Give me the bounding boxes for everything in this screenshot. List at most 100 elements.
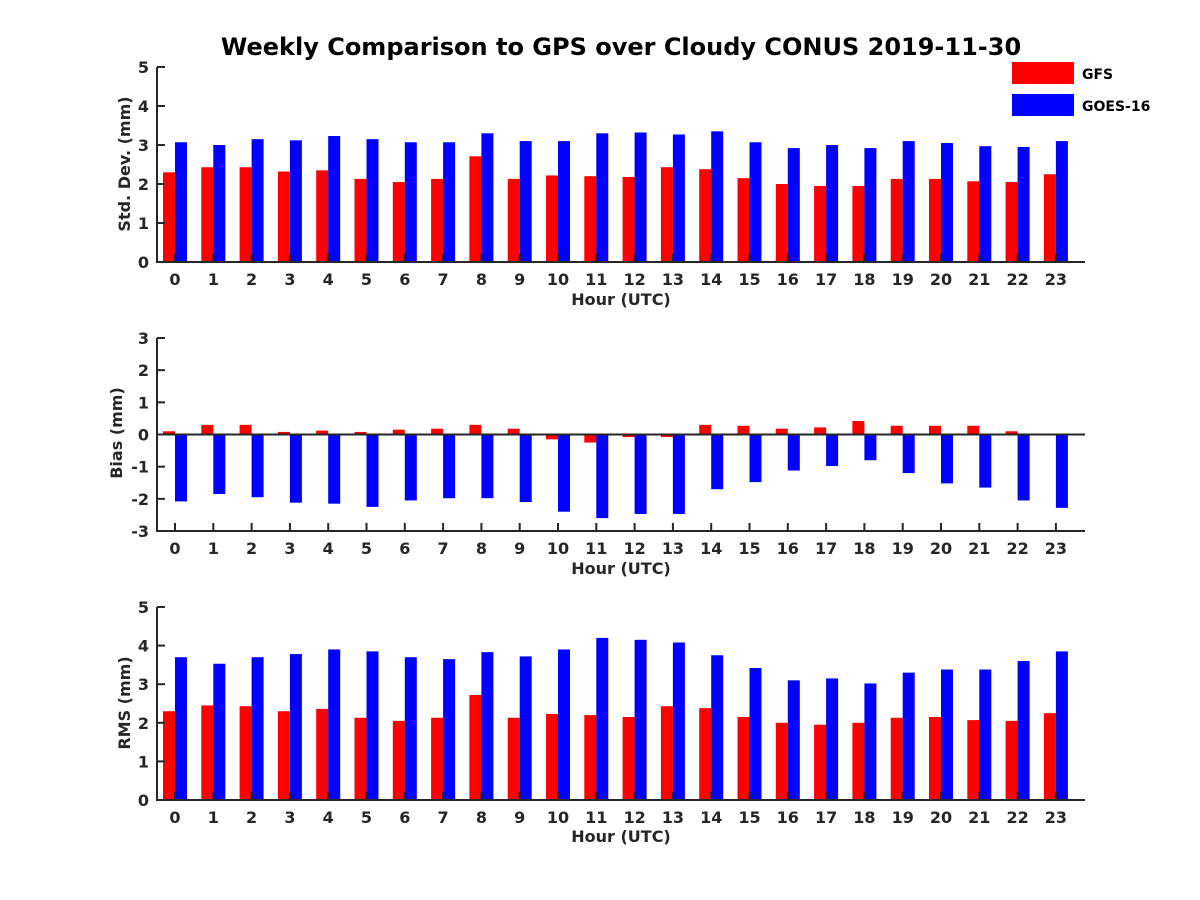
bias-y-tick-label: 1 (138, 393, 149, 412)
legend: GFS GOES-16 (1012, 62, 1150, 116)
bias-y-tick-label: 0 (138, 426, 149, 445)
std-dev-bar-goes16-5 (366, 139, 379, 262)
rms-bar-gfs-21 (967, 720, 980, 800)
std-dev-x-tick-label: 14 (700, 270, 722, 289)
rms-x-tick-label: 1 (208, 808, 219, 827)
std-dev-bar-goes16-11 (596, 133, 609, 262)
rms-x-tick-label: 16 (777, 808, 799, 827)
bias-bar-goes16-3 (289, 434, 302, 503)
bias-bar-gfs-9 (507, 428, 520, 435)
bias-bar-goes16-11 (596, 434, 609, 519)
std-dev-x-tick-label: 20 (930, 270, 952, 289)
rms-bar-gfs-6 (392, 720, 405, 800)
bias-x-tick-label: 15 (738, 539, 760, 558)
std-dev-y-tick-label: 0 (138, 253, 149, 272)
bias-bar-gfs-2 (239, 424, 252, 435)
std-dev-bar-gfs-11 (584, 176, 597, 262)
rms-bar-goes16-5 (366, 651, 379, 800)
rms-bar-goes16-4 (328, 649, 341, 800)
rms-x-tick-label: 18 (853, 808, 875, 827)
bias-x-tick-label: 16 (777, 539, 799, 558)
std-dev-y-tick-label: 2 (138, 175, 149, 194)
bias-x-tick-label: 17 (815, 539, 837, 558)
bias-bar-goes16-15 (749, 434, 762, 483)
std-dev-x-tick-label: 23 (1045, 270, 1067, 289)
std-dev-x-tick-label: 12 (623, 270, 645, 289)
std-dev-bar-goes16-9 (519, 141, 532, 262)
std-dev-bar-goes16-10 (558, 141, 570, 262)
bias-bar-gfs-21 (967, 425, 980, 435)
bias-bar-goes16-23 (1055, 434, 1068, 508)
bias-bar-gfs-13 (660, 434, 673, 438)
rms-y-tick-label: 0 (138, 791, 149, 810)
rms-bar-gfs-8 (469, 695, 482, 800)
bias-x-tick-label: 13 (662, 539, 684, 558)
std-dev-bar-goes16-7 (443, 142, 456, 262)
rms-y-tick-label: 4 (138, 637, 149, 656)
std-dev-bar-gfs-9 (507, 178, 520, 262)
std-dev-bar-goes16-8 (481, 133, 494, 262)
std-dev-x-tick-label: 18 (853, 270, 875, 289)
std-dev-bar-goes16-3 (289, 140, 302, 262)
bias-x-tick-label: 5 (361, 539, 372, 558)
rms-x-tick-label: 13 (662, 808, 684, 827)
rms-bar-gfs-20 (929, 717, 941, 800)
std-dev-x-tick-label: 7 (438, 270, 449, 289)
bias-bar-gfs-11 (584, 434, 597, 443)
std-dev-bar-gfs-13 (660, 167, 673, 262)
bias-bar-goes16-16 (787, 434, 800, 471)
bias-bar-gfs-17 (814, 427, 827, 435)
bias-bar-goes16-17 (826, 434, 839, 467)
std-dev-bar-gfs-22 (1005, 182, 1018, 262)
bias-x-tick-label: 8 (476, 539, 487, 558)
std-dev-bar-goes16-15 (749, 142, 762, 262)
rms-x-tick-label: 21 (968, 808, 990, 827)
std-dev-bar-goes16-2 (251, 139, 264, 262)
rms-x-tick-label: 20 (930, 808, 952, 827)
rms-bar-goes16-20 (941, 669, 953, 800)
rms-x-tick-label: 22 (1006, 808, 1028, 827)
bias-bar-gfs-6 (392, 429, 405, 435)
std-dev-bar-goes16-21 (979, 146, 992, 262)
std-dev-y-tick-label: 1 (138, 214, 149, 233)
std-dev-bar-gfs-19 (890, 178, 903, 262)
std-dev-bar-gfs-5 (354, 178, 367, 262)
bias-bar-goes16-1 (213, 434, 226, 495)
bias-x-tick-label: 20 (930, 539, 952, 558)
rms-bar-goes16-9 (519, 656, 532, 800)
bias-bar-goes16-12 (634, 434, 647, 514)
std-dev-bar-goes16-0 (175, 142, 187, 262)
bias-bar-goes16-13 (672, 434, 685, 514)
bias-bar-gfs-7 (431, 428, 444, 435)
bias-x-tick-label: 21 (968, 539, 990, 558)
rms-bar-goes16-11 (596, 637, 609, 800)
bias-x-tick-label: 3 (284, 539, 295, 558)
rms-bar-goes16-15 (749, 667, 762, 800)
bias-bar-goes16-18 (864, 434, 877, 461)
rms-bar-goes16-17 (826, 678, 839, 800)
bias-y-tick-label: -3 (131, 522, 149, 541)
bias-x-tick-label: 10 (547, 539, 569, 558)
std-dev-x-tick-label: 15 (738, 270, 760, 289)
rms-x-tick-label: 23 (1045, 808, 1067, 827)
bias-bar-goes16-14 (711, 434, 724, 490)
rms-y-tick-label: 1 (138, 752, 149, 771)
rms-bar-gfs-9 (507, 717, 520, 800)
std-dev-bar-goes16-12 (634, 132, 647, 262)
bias-y-tick-label: 2 (138, 361, 149, 380)
rms-bar-gfs-13 (660, 706, 673, 800)
std-dev-x-label: Hour (UTC) (571, 290, 671, 309)
std-dev-bar-gfs-7 (431, 178, 444, 262)
rms-x-tick-label: 5 (361, 808, 372, 827)
std-dev-bar-gfs-8 (469, 156, 482, 262)
bias-bar-goes16-22 (1017, 434, 1030, 501)
rms-bar-gfs-22 (1005, 720, 1018, 800)
bias-x-tick-label: 0 (169, 539, 180, 558)
std-dev-bar-gfs-23 (1043, 174, 1056, 262)
rms-x-tick-label: 6 (399, 808, 410, 827)
bias-y-label: Bias (mm) (107, 387, 126, 479)
rms-bar-gfs-23 (1043, 713, 1056, 800)
